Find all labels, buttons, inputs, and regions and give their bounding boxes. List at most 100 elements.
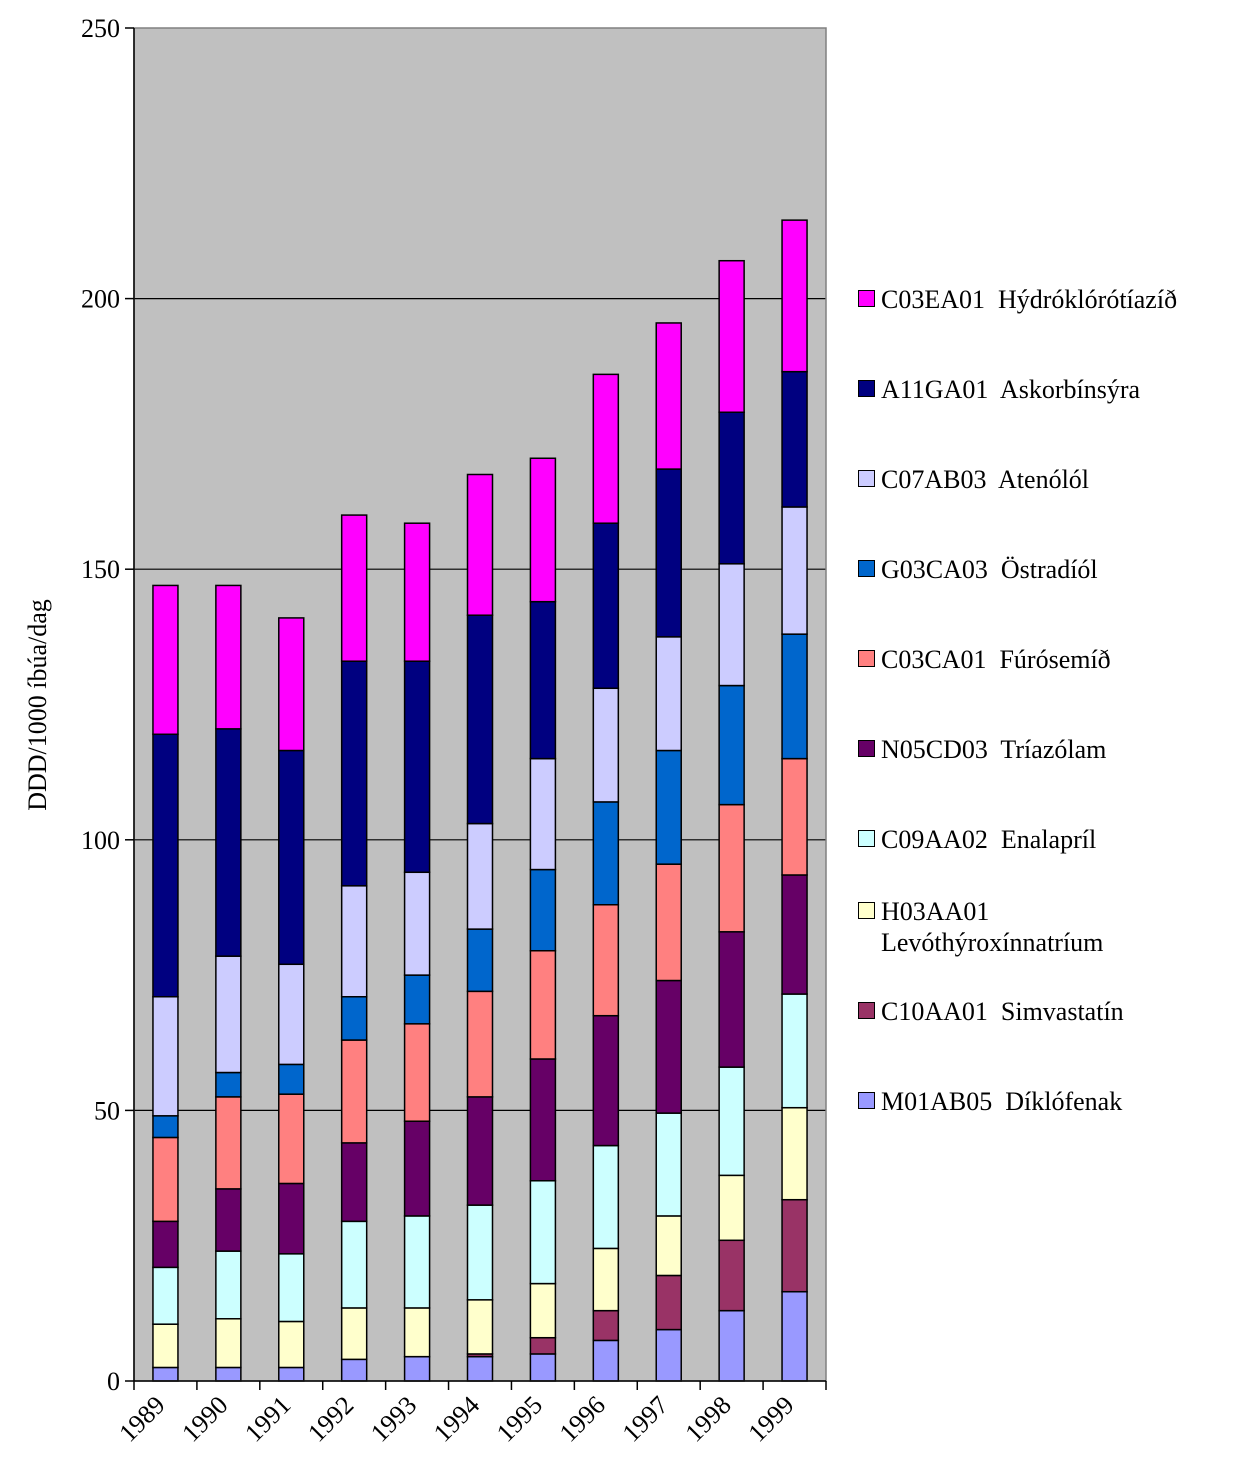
bar-segment — [718, 259, 745, 414]
bar-segment — [655, 863, 682, 982]
bar-segment — [592, 801, 620, 906]
bar-segment — [529, 1282, 557, 1339]
bar-segment — [592, 1339, 620, 1382]
bar-segment — [340, 1220, 368, 1309]
bar-segment — [592, 1144, 620, 1250]
bar-segment — [152, 995, 179, 1117]
bar-segment — [403, 1023, 431, 1122]
legend-swatch — [858, 1092, 875, 1109]
legend-swatch — [858, 830, 875, 847]
legend-swatch — [858, 650, 875, 667]
bar-segment — [278, 749, 305, 966]
x-tick-label: 1993 — [365, 1390, 422, 1447]
bar-segment — [655, 468, 682, 638]
x-tick-label: 1994 — [428, 1390, 485, 1447]
bar-segment — [215, 1188, 242, 1252]
legend-label: C07AB03 Atenólól — [881, 465, 1090, 494]
y-tick-label: 150 — [81, 555, 120, 584]
bar-segment — [466, 990, 494, 1098]
x-tick-label: 1997 — [617, 1390, 674, 1447]
bar-segment — [718, 931, 745, 1068]
x-tick-label: 1991 — [239, 1390, 296, 1447]
bar-segment — [278, 1320, 305, 1369]
bar-segment — [655, 1328, 682, 1382]
legend-swatch — [858, 1002, 875, 1019]
legend-swatch — [858, 470, 875, 487]
legend-label: C10AA01 Simvastatín — [881, 997, 1124, 1026]
bar-segment — [152, 733, 179, 998]
legend-item: C03EA01 Hýdróklórótíazíð — [858, 284, 1221, 315]
bar-segment — [466, 1299, 494, 1355]
bar-segment — [340, 995, 368, 1041]
legend-item: C03CA01 Fúrósemíð — [858, 644, 1221, 675]
stacked-bar-chart: 0 50 100 150 200 250 1989 1990 1991 1992 1993 1994… — [23, 14, 827, 1448]
bar-segment — [466, 614, 494, 825]
bar-segment — [529, 757, 557, 871]
x-tick-label: 1998 — [680, 1390, 737, 1447]
bar-segment — [278, 963, 305, 1066]
bar-segment — [592, 1247, 620, 1312]
legend-label: A11GA01 Askorbínsýra — [881, 375, 1141, 404]
bar-segment — [403, 660, 431, 874]
bar-segment — [466, 1355, 494, 1382]
bar-segment — [781, 874, 808, 995]
y-tick-labels: 0 50 100 150 200 250 — [81, 14, 120, 1396]
bar-segment — [215, 728, 242, 957]
bar-segment — [529, 1180, 557, 1285]
legend-swatch — [858, 740, 875, 757]
bar-segment — [215, 955, 242, 1074]
legend-item: G03CA03 Östradíól — [858, 554, 1221, 585]
bar-segment — [781, 506, 808, 635]
bar-segment — [340, 514, 368, 662]
legend-swatch — [858, 380, 875, 397]
x-tick-label: 1990 — [176, 1390, 233, 1447]
bar-segment — [592, 1014, 620, 1147]
bar-segment — [718, 1239, 745, 1312]
x-tick-label: 1996 — [554, 1390, 611, 1447]
bar-segment — [655, 636, 682, 752]
y-tick-label: 100 — [81, 826, 120, 855]
bar-segment — [718, 684, 745, 806]
bar-segment — [403, 871, 431, 976]
bar-segment — [340, 1358, 368, 1382]
bar-segment — [215, 584, 242, 730]
legend-swatch — [858, 902, 875, 919]
y-tick-label: 200 — [81, 285, 120, 314]
bar-segment — [655, 979, 682, 1114]
bar-segment — [529, 868, 557, 952]
legend-item: A11GA01 Askorbínsýra — [858, 374, 1221, 405]
bar-segment — [781, 993, 808, 1109]
bar-segment — [718, 563, 745, 687]
bar-segment — [781, 370, 808, 508]
bar-segment — [278, 1253, 305, 1323]
bar-segment — [215, 1250, 242, 1320]
bar-segment — [340, 660, 368, 887]
bar-segment — [403, 974, 431, 1025]
bar-segment — [781, 1290, 808, 1382]
bar-segment — [466, 928, 494, 993]
bar-segment — [403, 1355, 431, 1382]
bar-segment — [529, 949, 557, 1060]
bar-segment — [718, 411, 745, 565]
bar-segment — [655, 749, 682, 865]
bar-segment — [403, 1120, 431, 1217]
bar-segment — [718, 1174, 745, 1242]
bar-segment — [655, 322, 682, 470]
legend-item: C07AB03 Atenólól — [858, 464, 1221, 495]
bar-segment — [152, 1136, 179, 1223]
x-tick-label: 1999 — [742, 1390, 799, 1447]
bars — [152, 219, 808, 1382]
axes — [125, 27, 827, 1390]
bar-segment — [466, 822, 494, 930]
bar-segment — [152, 1266, 179, 1325]
bar-segment — [152, 1366, 179, 1382]
legend-label: C03CA01 Fúrósemíð — [881, 645, 1111, 674]
bar-segment — [340, 885, 368, 998]
bar-segment — [592, 373, 620, 524]
bar-segment — [781, 219, 808, 373]
bar-segment — [215, 1071, 242, 1098]
legend-label: C09AA02 Enalapríl — [881, 825, 1097, 854]
bar-segment — [278, 1063, 305, 1095]
bar-segment — [215, 1318, 242, 1369]
bar-segment — [655, 1215, 682, 1277]
